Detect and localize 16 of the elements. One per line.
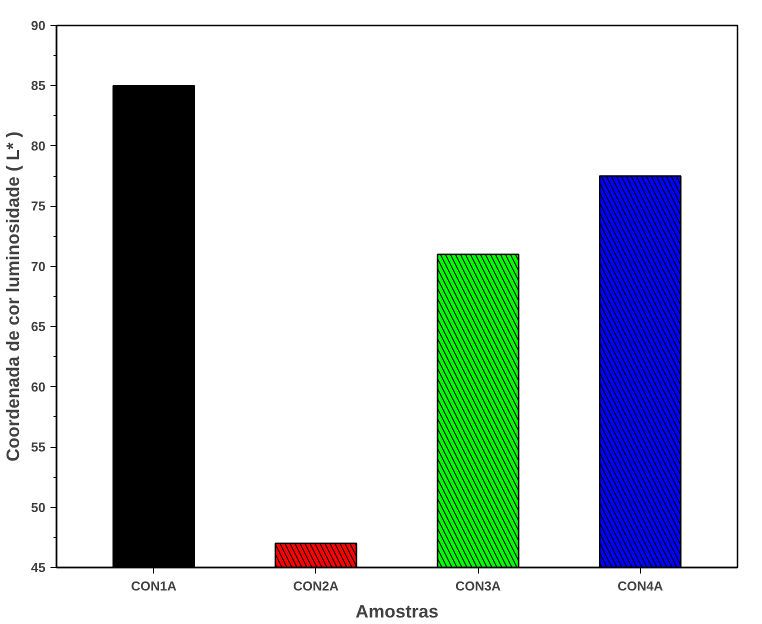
y-tick-label: 75 — [31, 198, 46, 214]
y-axis-title: Coordenada de cor luminosidade ( L* ) — [3, 131, 24, 462]
x-axis-title: Amostras — [355, 602, 439, 622]
x-tick-label: CON4A — [617, 578, 664, 594]
y-tick-label: 80 — [31, 138, 46, 154]
y-tick-label: 60 — [31, 379, 46, 394]
y-tick-label: 65 — [31, 319, 46, 334]
y-tick-label: 85 — [31, 78, 46, 94]
y-tick-label: 70 — [31, 258, 46, 274]
x-tick-label: CON1A — [131, 578, 178, 594]
x-tick-label: CON2A — [293, 578, 340, 594]
y-tick-label: 55 — [31, 440, 46, 455]
x-tick-label: CON3A — [455, 578, 502, 594]
y-tick-label: 45 — [31, 560, 46, 575]
y-tick-label: 90 — [31, 18, 46, 33]
y-tick-label: 50 — [31, 500, 46, 515]
